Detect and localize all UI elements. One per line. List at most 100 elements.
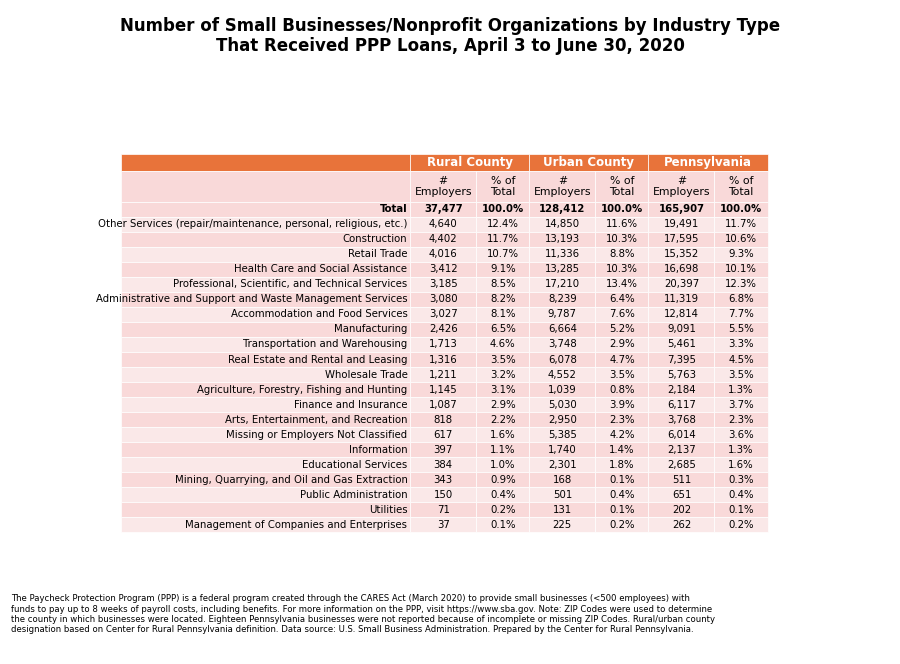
Text: 0.1%: 0.1% — [609, 505, 634, 515]
Text: 2,184: 2,184 — [667, 384, 696, 394]
Bar — [529, 154, 649, 171]
Bar — [596, 442, 649, 457]
Bar — [476, 307, 529, 322]
Bar — [121, 262, 410, 277]
Text: 8.5%: 8.5% — [490, 280, 516, 290]
Bar — [476, 277, 529, 292]
Text: #
Employers: # Employers — [415, 176, 472, 197]
Text: 6.8%: 6.8% — [728, 294, 754, 305]
Text: 150: 150 — [434, 489, 453, 499]
Bar — [649, 262, 715, 277]
Bar — [529, 472, 596, 487]
Bar — [529, 202, 596, 217]
Bar — [410, 442, 476, 457]
Bar — [596, 337, 649, 352]
Bar — [529, 337, 596, 352]
Text: 0.1%: 0.1% — [609, 475, 634, 485]
Bar — [410, 262, 476, 277]
Bar — [649, 487, 715, 502]
Text: 17,210: 17,210 — [544, 280, 580, 290]
Text: Total: Total — [380, 205, 408, 214]
Bar — [529, 427, 596, 442]
Text: 1,039: 1,039 — [548, 384, 577, 394]
Bar — [476, 247, 529, 262]
Text: 5,461: 5,461 — [667, 339, 696, 349]
Text: 11.7%: 11.7% — [725, 219, 757, 229]
Bar — [121, 397, 410, 412]
Bar — [121, 382, 410, 397]
Bar — [596, 352, 649, 367]
Bar — [596, 232, 649, 247]
Text: 0.2%: 0.2% — [728, 520, 754, 530]
Text: 1,713: 1,713 — [428, 339, 457, 349]
Bar — [410, 457, 476, 472]
Text: 9.3%: 9.3% — [728, 250, 754, 260]
Bar — [529, 502, 596, 517]
Text: 0.4%: 0.4% — [728, 489, 754, 499]
Bar — [529, 487, 596, 502]
Bar — [121, 442, 410, 457]
Text: 1.6%: 1.6% — [728, 459, 754, 469]
Bar — [596, 502, 649, 517]
Bar — [529, 367, 596, 382]
Bar — [715, 171, 768, 202]
Text: 4.2%: 4.2% — [609, 430, 634, 440]
Text: 2,137: 2,137 — [667, 445, 696, 455]
Text: 4.5%: 4.5% — [728, 355, 754, 365]
Bar — [121, 247, 410, 262]
Bar — [410, 154, 529, 171]
Bar — [649, 382, 715, 397]
Text: 1.4%: 1.4% — [609, 445, 634, 455]
Text: 13,193: 13,193 — [544, 234, 580, 244]
Text: The Paycheck Protection Program (PPP) is a federal program created through the C: The Paycheck Protection Program (PPP) is… — [11, 594, 715, 635]
Text: Rural County: Rural County — [427, 156, 513, 169]
Bar — [596, 427, 649, 442]
Text: 2.9%: 2.9% — [490, 400, 516, 410]
Text: 6,117: 6,117 — [667, 400, 696, 410]
Bar — [649, 232, 715, 247]
Bar — [715, 277, 768, 292]
Text: 3.7%: 3.7% — [728, 400, 754, 410]
Bar — [715, 322, 768, 337]
Bar — [529, 352, 596, 367]
Text: 10.7%: 10.7% — [487, 250, 518, 260]
Text: 4,640: 4,640 — [428, 219, 457, 229]
Text: 11.6%: 11.6% — [606, 219, 638, 229]
Text: 5.2%: 5.2% — [609, 325, 634, 335]
Text: Management of Companies and Enterprises: Management of Companies and Enterprises — [185, 520, 408, 530]
Text: 1,145: 1,145 — [428, 384, 457, 394]
Text: 617: 617 — [434, 430, 453, 440]
Bar — [410, 352, 476, 367]
Bar — [715, 382, 768, 397]
Text: Construction: Construction — [343, 234, 408, 244]
Bar — [476, 502, 529, 517]
Text: 3.2%: 3.2% — [490, 370, 516, 380]
Text: 4,016: 4,016 — [428, 250, 457, 260]
Bar — [529, 457, 596, 472]
Bar — [121, 307, 410, 322]
Bar — [410, 367, 476, 382]
Text: Transportation and Warehousing: Transportation and Warehousing — [243, 339, 408, 349]
Text: Information: Information — [349, 445, 408, 455]
Bar — [596, 277, 649, 292]
Text: 2,685: 2,685 — [667, 459, 696, 469]
Bar — [121, 154, 410, 171]
Text: 4.7%: 4.7% — [609, 355, 634, 365]
Bar — [121, 517, 410, 532]
Text: 3,080: 3,080 — [429, 294, 457, 305]
Bar — [649, 171, 715, 202]
Text: 7.7%: 7.7% — [728, 309, 754, 319]
Text: 168: 168 — [553, 475, 572, 485]
Text: Manufacturing: Manufacturing — [334, 325, 408, 335]
Bar — [410, 277, 476, 292]
Text: 12.4%: 12.4% — [487, 219, 518, 229]
Bar — [715, 367, 768, 382]
Text: 1.3%: 1.3% — [728, 445, 754, 455]
Bar — [476, 262, 529, 277]
Bar — [476, 472, 529, 487]
Text: Wholesale Trade: Wholesale Trade — [325, 370, 408, 380]
Text: Mining, Quarrying, and Oil and Gas Extraction: Mining, Quarrying, and Oil and Gas Extra… — [175, 475, 408, 485]
Bar — [649, 154, 768, 171]
Bar — [121, 232, 410, 247]
Text: 19,491: 19,491 — [664, 219, 699, 229]
